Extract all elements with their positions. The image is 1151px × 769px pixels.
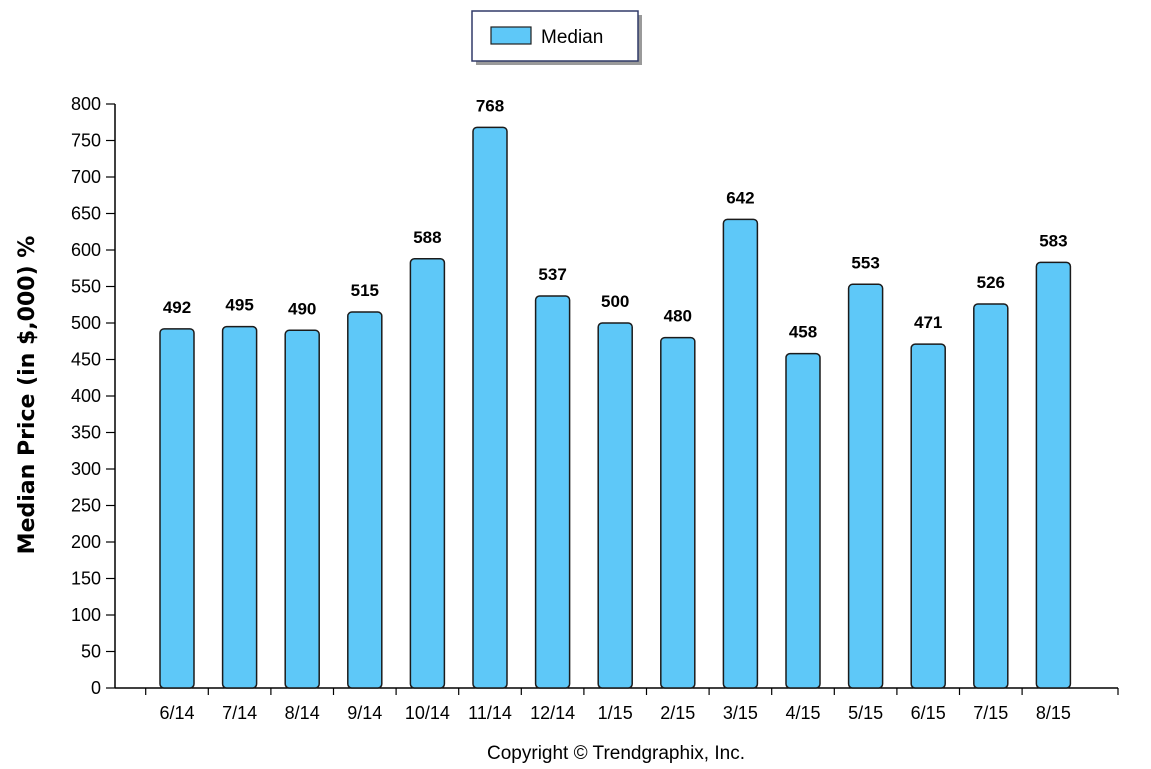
x-tick-label: 4/15 [785, 703, 820, 723]
y-tick-label: 50 [81, 642, 101, 662]
y-tick-label: 250 [71, 496, 101, 516]
bar-value-label: 515 [351, 281, 379, 300]
bar-value-label: 588 [413, 228, 441, 247]
x-tick-label: 6/14 [159, 703, 194, 723]
y-tick-label: 200 [71, 532, 101, 552]
y-axis-title: Median Price (in $,000) % [15, 236, 40, 555]
bar-value-label: 537 [538, 265, 566, 284]
y-tick-label: 350 [71, 423, 101, 443]
x-tick-label: 7/14 [222, 703, 257, 723]
value-labels: 492 495 490 515 588 768 537 500 480 642 458 553 471 5… [163, 96, 1068, 341]
x-tick-label: 7/15 [973, 703, 1008, 723]
bar [722, 218, 759, 689]
bar [660, 336, 696, 689]
bar-value-label: 490 [288, 299, 316, 318]
bar-value-label: 492 [163, 298, 191, 317]
bar [973, 303, 1009, 689]
x-tick-label: 8/14 [285, 703, 320, 723]
bar [910, 343, 946, 689]
x-tick-label: 8/15 [1036, 703, 1071, 723]
y-tick-label: 700 [71, 167, 101, 187]
bar [847, 283, 884, 689]
x-axis-ticks: 6/14 7/14 8/14 9/14 10/14 11/14 12/14 1/15 2/15 3… [145, 688, 1119, 723]
bar-value-label: 553 [851, 253, 879, 272]
y-tick-label: 750 [71, 131, 101, 151]
y-tick-label: 800 [71, 94, 101, 114]
bar-value-label: 458 [789, 323, 817, 342]
x-tick-label: 3/15 [723, 703, 758, 723]
bar-value-label: 471 [914, 313, 942, 332]
x-tick-label: 11/14 [468, 703, 512, 723]
bar [221, 325, 258, 689]
bar [472, 126, 508, 689]
x-tick-label: 9/14 [347, 703, 382, 723]
bar-value-label: 583 [1039, 231, 1067, 250]
bar [785, 352, 821, 689]
bar-value-label: 642 [726, 188, 754, 207]
bar [347, 311, 383, 689]
y-tick-label: 550 [71, 277, 101, 297]
bars [159, 126, 1072, 689]
bar [597, 322, 633, 689]
x-tick-label: 2/15 [660, 703, 695, 723]
bar-value-label: 480 [664, 307, 692, 326]
x-tick-label: 5/15 [848, 703, 883, 723]
y-tick-label: 500 [71, 313, 101, 333]
x-tick-label: 1/15 [598, 703, 633, 723]
y-tick-label: 300 [71, 459, 101, 479]
bar-value-label: 500 [601, 292, 629, 311]
x-tick-label: 6/15 [911, 703, 946, 723]
bar [159, 328, 195, 689]
bar [1035, 261, 1072, 689]
bar [534, 295, 571, 689]
bar [284, 329, 320, 689]
y-tick-label: 600 [71, 240, 101, 260]
y-axis-ticks: 0 50 100 150 200 250 300 350 400 450 500 550 600 650 7… [71, 94, 115, 698]
x-tick-label: 10/14 [405, 703, 450, 723]
y-tick-label: 650 [71, 204, 101, 224]
copyright-text: Copyright © Trendgraphix, Inc. [487, 743, 745, 764]
legend: Median [471, 10, 642, 65]
legend-label: Median [541, 27, 603, 48]
bar-value-label: 495 [225, 296, 253, 315]
y-tick-label: 400 [71, 386, 101, 406]
bar-value-label: 526 [977, 273, 1005, 292]
y-tick-label: 0 [91, 678, 101, 698]
y-tick-label: 450 [71, 350, 101, 370]
legend-swatch [490, 26, 532, 45]
x-tick-label: 12/14 [530, 703, 575, 723]
bar-value-label: 768 [476, 96, 504, 115]
y-tick-label: 150 [71, 569, 101, 589]
bar [409, 258, 446, 689]
y-tick-label: 100 [71, 605, 101, 625]
